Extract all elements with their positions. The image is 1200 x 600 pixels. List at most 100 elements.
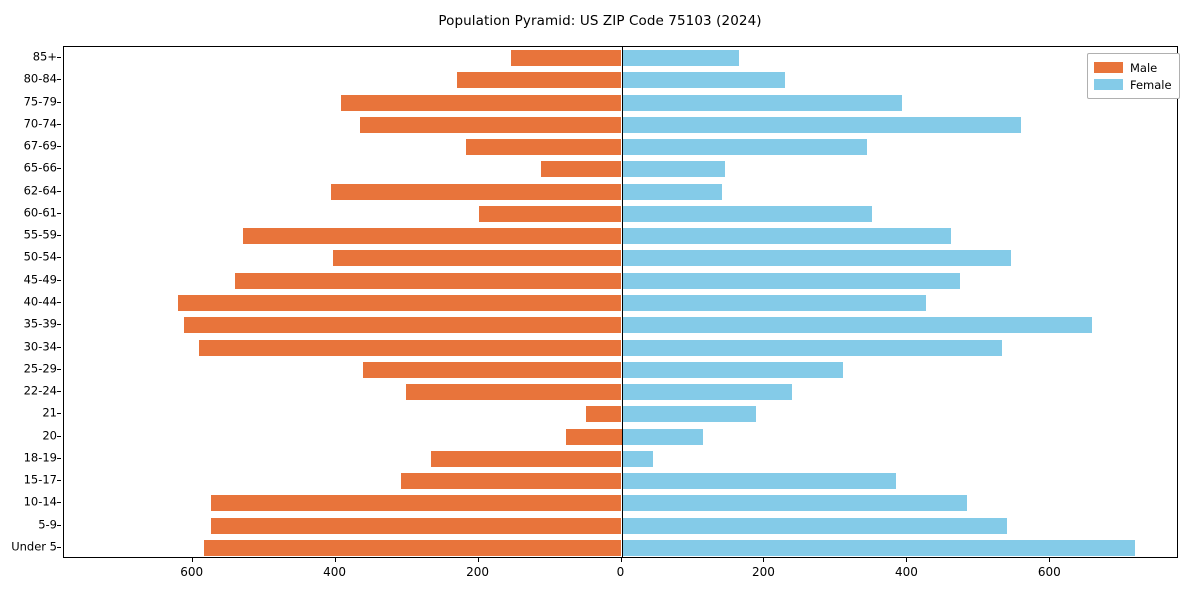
y-axis-label-21: 21: [42, 405, 57, 420]
chart-title: Population Pyramid: US ZIP Code 75103 (2…: [438, 13, 762, 29]
y-axis-tick-mark: [57, 123, 61, 125]
bar-female-85-: [621, 50, 739, 67]
y-axis-label-under-5: Under 5: [11, 539, 57, 554]
x-axis-tick-mark: [906, 558, 908, 562]
bar-female-18-19: [621, 450, 653, 467]
x-axis-tick-mark: [1049, 558, 1051, 562]
x-axis-label-400-5: 400: [894, 565, 918, 579]
x-axis-label-200-2: 200: [466, 565, 489, 579]
x-axis-label-400-1: 400: [323, 565, 347, 579]
legend-swatch-male: [1094, 62, 1123, 73]
bar-male-21: [586, 406, 622, 423]
y-axis-tick-mark: [57, 391, 61, 393]
x-axis-tick-mark: [191, 558, 193, 562]
x-axis-label-600-0: 600: [180, 565, 204, 579]
y-axis-label-30-34: 30-34: [23, 339, 57, 354]
y-axis-tick-mark: [57, 79, 61, 81]
bar-male-15-17: [401, 473, 622, 490]
bar-male-35-39: [184, 317, 622, 334]
y-axis-label-60-61: 60-61: [23, 205, 57, 220]
x-axis-tick-mark: [334, 558, 336, 562]
bar-female-5-9: [621, 517, 1007, 534]
bar-female-25-29: [621, 361, 844, 378]
y-axis-label-35-39: 35-39: [23, 316, 57, 331]
bar-female-35-39: [621, 317, 1092, 334]
y-axis-label-50-54: 50-54: [23, 249, 57, 264]
y-axis-tick-mark: [57, 368, 61, 370]
y-axis-tick-mark: [57, 168, 61, 170]
bar-male-62-64: [331, 183, 622, 200]
y-axis-tick-mark: [57, 302, 61, 303]
bar-male-under-5: [204, 539, 622, 556]
y-axis-tick-mark: [57, 480, 61, 482]
y-axis-tick-mark: [57, 212, 61, 214]
x-axis-tick-mark: [477, 558, 479, 562]
bar-female-50-54: [621, 250, 1012, 267]
bar-female-30-34: [621, 339, 1003, 356]
x-axis-tick-mark: [763, 558, 765, 562]
y-axis-label-70-74: 70-74: [23, 116, 57, 131]
bar-female-21: [621, 406, 756, 423]
y-axis-label-80-84: 80-84: [23, 71, 57, 86]
y-axis-tick-mark: [57, 413, 61, 415]
y-axis-label-65-66: 65-66: [23, 160, 57, 175]
y-axis-tick-mark: [57, 190, 61, 192]
bar-female-22-24: [621, 384, 793, 401]
y-axis-tick-mark: [57, 257, 61, 259]
bar-female-under-5: [621, 539, 1135, 556]
y-axis-tick-mark: [57, 435, 61, 437]
bar-male-60-61: [479, 205, 622, 222]
legend-item-female[interactable]: Female: [1094, 76, 1172, 93]
bar-male-22-24: [406, 384, 622, 401]
y-axis-label-55-59: 55-59: [23, 227, 57, 242]
y-axis-label-20: 20: [42, 428, 57, 443]
y-axis-tick-mark: [57, 57, 61, 59]
bar-male-30-34: [199, 339, 622, 356]
bar-male-55-59: [242, 228, 622, 245]
bar-female-45-49: [621, 272, 961, 289]
bar-male-18-19: [430, 450, 622, 467]
bar-male-70-74: [359, 116, 622, 133]
y-axis-label-62-64: 62-64: [23, 183, 57, 198]
bar-male-85-: [510, 50, 622, 67]
bar-female-55-59: [621, 228, 951, 245]
y-axis-label-10-14: 10-14: [23, 494, 57, 509]
chart-legend: Male Female: [1087, 53, 1180, 99]
y-axis-tick-mark: [57, 524, 61, 526]
legend-label-male: Male: [1130, 60, 1158, 75]
bar-female-65-66: [621, 161, 726, 178]
y-axis-tick-mark: [57, 346, 61, 348]
y-axis-label-85-: 85+: [32, 49, 57, 64]
bar-male-20: [565, 428, 622, 445]
y-axis-tick-mark: [57, 235, 61, 237]
legend-swatch-female: [1094, 79, 1123, 90]
y-axis-tick-labels: 85+ 80-84 75-79 70-74 67-69 65-66 62-64 60-61 55…: [0, 46, 61, 558]
bar-male-45-49: [234, 272, 622, 289]
y-axis-tick-mark: [57, 101, 61, 103]
bar-male-80-84: [457, 72, 622, 89]
bar-male-67-69: [466, 139, 622, 156]
y-axis-tick-mark: [57, 324, 61, 326]
x-axis-label-200-4: 200: [751, 565, 775, 579]
y-axis-label-75-79: 75-79: [23, 94, 57, 109]
y-axis-label-5-9: 5-9: [38, 517, 57, 532]
bar-female-60-61: [621, 205, 872, 222]
x-axis-label-600-6: 600: [1037, 565, 1061, 579]
y-axis-tick-mark: [57, 546, 61, 548]
y-axis-tick-mark: [57, 457, 61, 459]
x-axis-label-0-3: 0: [616, 565, 625, 579]
y-axis-label-40-44: 40-44: [23, 294, 57, 309]
bar-male-65-66: [540, 161, 622, 178]
bar-female-10-14: [621, 495, 968, 512]
x-axis-tick-mark: [620, 558, 622, 562]
x-axis-ticks: 600 400 200 0 200 400 600: [63, 558, 1178, 594]
y-axis-tick-mark: [57, 502, 61, 504]
y-axis-label-45-49: 45-49: [23, 272, 57, 287]
legend-label-female: Female: [1130, 77, 1172, 92]
bar-male-40-44: [177, 295, 622, 311]
bar-female-15-17: [621, 473, 896, 490]
legend-item-male[interactable]: Male: [1094, 59, 1172, 76]
y-axis-label-18-19: 18-19: [23, 450, 57, 465]
zero-axis-line: [621, 47, 623, 557]
